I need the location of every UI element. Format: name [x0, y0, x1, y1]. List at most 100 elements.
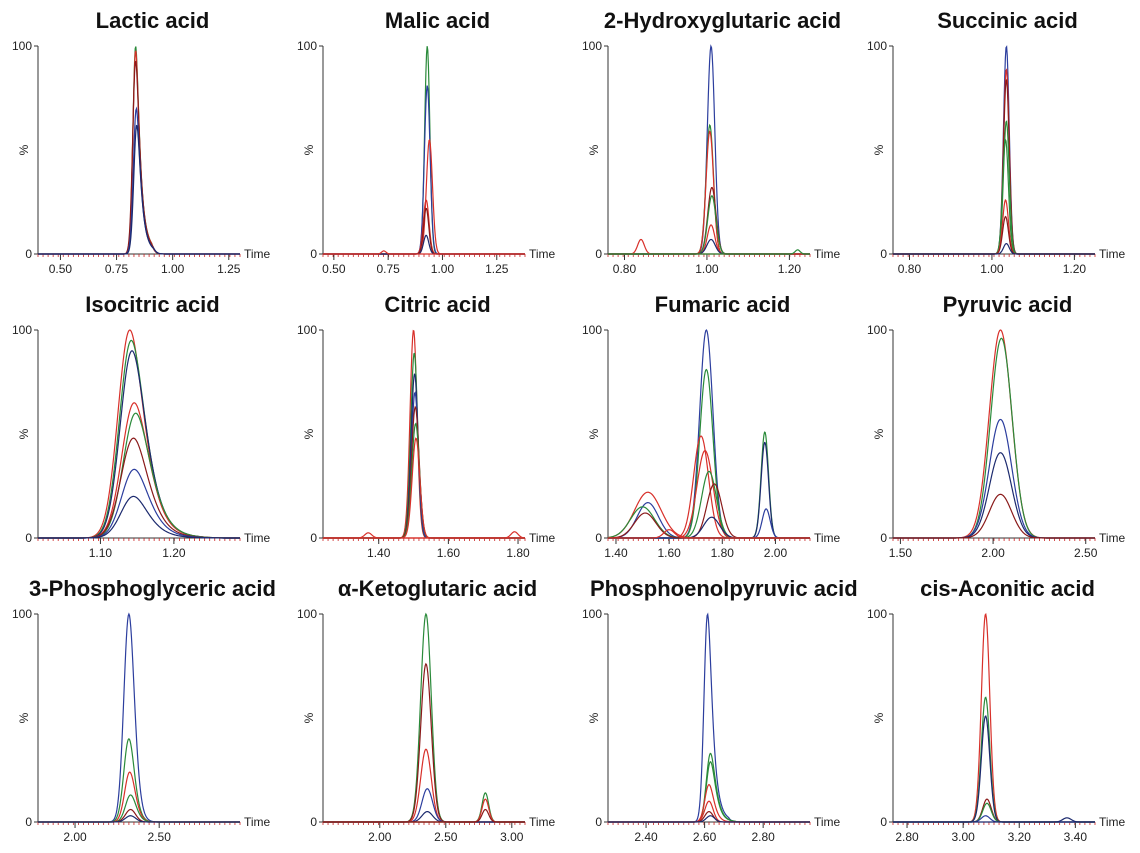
trace-navy — [608, 238, 810, 255]
trace-red — [323, 250, 525, 255]
trace-red — [38, 402, 240, 539]
trace-blue — [608, 612, 810, 823]
chart-title: α-Ketoglutaric acid — [337, 576, 538, 601]
trace-navy — [323, 234, 525, 255]
x-axis-label: Time — [529, 815, 556, 829]
y-zero-label: 0 — [25, 531, 32, 545]
chart-panel: Succinic acid 100 0% Time 0.80 1.00 1.20 — [855, 0, 1140, 284]
x-axis-label: Time — [1099, 247, 1126, 261]
y-max-label: 100 — [12, 323, 32, 337]
x-tick-label: 3.40 — [1064, 830, 1088, 844]
trace-green — [608, 368, 810, 539]
trace-red — [323, 748, 525, 823]
chart-title: Phosphoenolpyruvic acid — [590, 576, 858, 601]
trace-navy — [893, 817, 1095, 823]
chart-title: Citric acid — [384, 292, 491, 317]
x-axis-label: Time — [814, 247, 841, 261]
chart-svg: 100 0% Time 2.40 2.60 2.80 — [582, 607, 841, 844]
y-axis-label: % — [872, 144, 886, 155]
trace-red — [38, 329, 240, 539]
chart-svg: 100 0% Time 0.80 1.00 1.20 — [582, 39, 841, 276]
chart-panel: Phosphoenolpyruvic acid 100 0% Time 2.40 2.60… — [570, 568, 858, 852]
x-tick-label: 1.60 — [437, 546, 461, 560]
trace-navy — [38, 815, 240, 823]
y-zero-label: 0 — [310, 531, 317, 545]
chart-panel: cis-Aconitic acid 100 0% Time 2.80 3.00 3.20 3.… — [855, 568, 1140, 852]
chart-panel: 3-Phosphoglyceric acid 100 0% Time 2.00 2.50 — [0, 568, 285, 852]
x-axis-label: Time — [244, 815, 271, 829]
x-tick-label: 1.20 — [1063, 262, 1087, 276]
chart-title: Pyruvic acid — [942, 292, 1073, 317]
trace-red — [323, 437, 525, 539]
x-tick-label: 1.00 — [161, 262, 185, 276]
x-axis-label: Time — [529, 247, 556, 261]
y-axis-label: % — [587, 144, 601, 155]
y-max-label: 100 — [582, 607, 602, 621]
y-zero-label: 0 — [310, 815, 317, 829]
trace-green — [323, 792, 525, 823]
trace-darkred — [38, 437, 240, 539]
x-tick-label: 1.10 — [89, 546, 113, 560]
chart-svg: 100 0% Time 1.40 1.60 1.80 2.00 — [582, 323, 841, 560]
y-zero-label: 0 — [880, 247, 887, 261]
x-tick-label: 1.40 — [604, 546, 628, 560]
chart-panel: 2-Hydroxyglutaric acid 100 0% Time 0.80 1.00 1… — [570, 0, 855, 284]
y-axis-label: % — [302, 144, 316, 155]
trace-blue — [893, 45, 1095, 255]
x-tick-label: 1.80 — [711, 546, 735, 560]
x-tick-label: 2.80 — [751, 830, 775, 844]
x-axis-label: Time — [1099, 531, 1126, 545]
x-tick-label: 1.00 — [695, 262, 719, 276]
x-axis-label: Time — [814, 815, 841, 829]
trace-red — [608, 224, 810, 255]
trace-blue — [608, 329, 810, 539]
trace-red — [893, 68, 1095, 255]
x-tick-label: 1.20 — [162, 546, 186, 560]
chart-title: 2-Hydroxyglutaric acid — [603, 8, 842, 33]
x-tick-label: 1.80 — [506, 546, 530, 560]
y-zero-label: 0 — [595, 247, 602, 261]
trace-darkred — [893, 215, 1095, 255]
trace-navy — [323, 810, 525, 823]
y-max-label: 100 — [867, 39, 887, 53]
chart-panel: Citric acid 100 0% Time 1.40 1.60 1.80 — [285, 284, 570, 568]
y-max-label: 100 — [867, 607, 887, 621]
y-axis-label: % — [302, 712, 316, 723]
trace-red — [323, 798, 525, 823]
y-max-label: 100 — [12, 607, 32, 621]
trace-green — [38, 339, 240, 539]
trace-green — [893, 120, 1095, 255]
y-max-label: 100 — [867, 323, 887, 337]
x-tick-label: 1.20 — [778, 262, 802, 276]
trace-red — [893, 198, 1095, 255]
trace-navy — [893, 715, 1095, 823]
trace-red — [323, 531, 526, 539]
y-max-label: 100 — [582, 39, 602, 53]
x-tick-label: 2.50 — [434, 830, 458, 844]
trace-green — [323, 612, 525, 823]
x-tick-label: 3.00 — [500, 830, 524, 844]
trace-green — [323, 352, 525, 539]
chart-svg: 100 0% Time 1.10 1.20 — [12, 323, 271, 560]
trace-navy — [893, 452, 1095, 539]
trace-blue — [893, 418, 1095, 539]
x-tick-label: 2.80 — [895, 830, 919, 844]
trace-darkred — [607, 512, 810, 539]
chart-svg: 100 0% Time 0.50 0.75 1.00 1.25 — [297, 39, 556, 276]
chart-svg: 100 0% Time 2.80 3.00 3.20 3.40 — [867, 607, 1126, 844]
trace-green — [608, 195, 810, 255]
y-zero-label: 0 — [595, 815, 602, 829]
chart-title: Isocitric acid — [85, 292, 220, 317]
x-tick-label: 1.25 — [485, 262, 509, 276]
trace-navy — [608, 441, 810, 539]
x-tick-label: 2.40 — [634, 830, 658, 844]
trace-green — [323, 422, 525, 539]
y-axis-label: % — [872, 712, 886, 723]
x-tick-label: 3.20 — [1008, 830, 1032, 844]
trace-navy — [38, 495, 240, 539]
y-axis-label: % — [872, 428, 886, 439]
x-tick-label: 0.75 — [376, 262, 400, 276]
y-zero-label: 0 — [880, 815, 887, 829]
chart-panel: Pyruvic acid 100 0% Time 1.50 2.00 2.50 — [855, 284, 1140, 568]
